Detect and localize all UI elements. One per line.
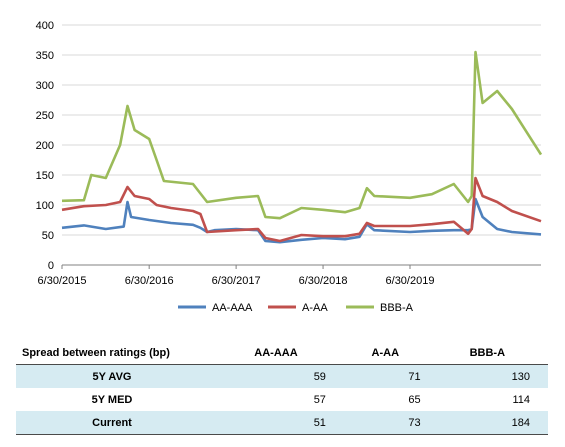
y-axis-ticks: 0 50 100 150 200 250 300 350 400: [36, 20, 54, 272]
row-value: 71: [343, 364, 439, 388]
y-tick-label: 100: [36, 200, 54, 212]
row-label: Current: [16, 411, 220, 435]
row-value: 65: [408, 393, 421, 406]
chart-legend: AA-AAA A-AA BBB-A: [178, 302, 414, 314]
table-header-bbb-a: BBB-A: [438, 341, 548, 365]
legend-label: A-AA: [302, 302, 328, 314]
row-label: 5Y AVG: [16, 364, 220, 388]
row-value: 51: [220, 411, 344, 435]
chart-gridlines: [62, 24, 541, 266]
y-tick-label: 200: [36, 140, 54, 152]
y-tick-label: 400: [36, 20, 54, 32]
row-value: 59: [220, 364, 344, 388]
table-header-a-aa: A-AA: [343, 341, 439, 365]
legend-label: BBB-A: [380, 302, 414, 314]
row-value: 130: [438, 364, 548, 388]
series-line-bbb-a: [61, 50, 543, 220]
legend-label: AA-AAA: [212, 302, 253, 314]
x-tick-label: 6/30/2018: [299, 275, 348, 287]
table-row: 5Y AVG 59 71 130: [16, 364, 548, 388]
spread-summary-table: Spread between ratings (bp) AA-AAA A-AA …: [16, 341, 548, 435]
y-tick-label: 150: [36, 170, 54, 182]
table-header-label: Spread between ratings (bp): [16, 341, 220, 365]
series-line-a-aa: [61, 176, 542, 243]
table-header-row: Spread between ratings (bp) AA-AAA A-AA …: [16, 341, 548, 365]
table-row: Current 51 73 184: [16, 411, 548, 435]
x-axis-ticks: 6/30/2015 6/30/2016 6/30/2017 6/30/2018 6/30…: [38, 265, 435, 287]
x-tick-label: 6/30/2019: [386, 275, 435, 287]
x-tick-label: 6/30/2016: [125, 275, 174, 287]
y-tick-label: 300: [36, 80, 54, 92]
y-tick-label: 0: [48, 260, 54, 272]
x-tick-label: 6/30/2015: [38, 275, 87, 287]
table-row: 5Y MED 57 65 114: [16, 388, 548, 411]
row-label: 5Y MED: [91, 393, 133, 406]
x-tick-label: 6/30/2017: [212, 275, 261, 287]
row-value: 57: [313, 393, 326, 406]
y-tick-label: 350: [36, 50, 54, 62]
y-tick-label: 250: [36, 110, 54, 122]
row-value: 184: [438, 411, 548, 435]
row-value: 114: [512, 393, 530, 406]
row-value: 73: [343, 411, 439, 435]
table-header-aa-aaa: AA-AAA: [220, 341, 344, 365]
chart-series: [61, 50, 543, 244]
y-tick-label: 50: [42, 230, 54, 242]
